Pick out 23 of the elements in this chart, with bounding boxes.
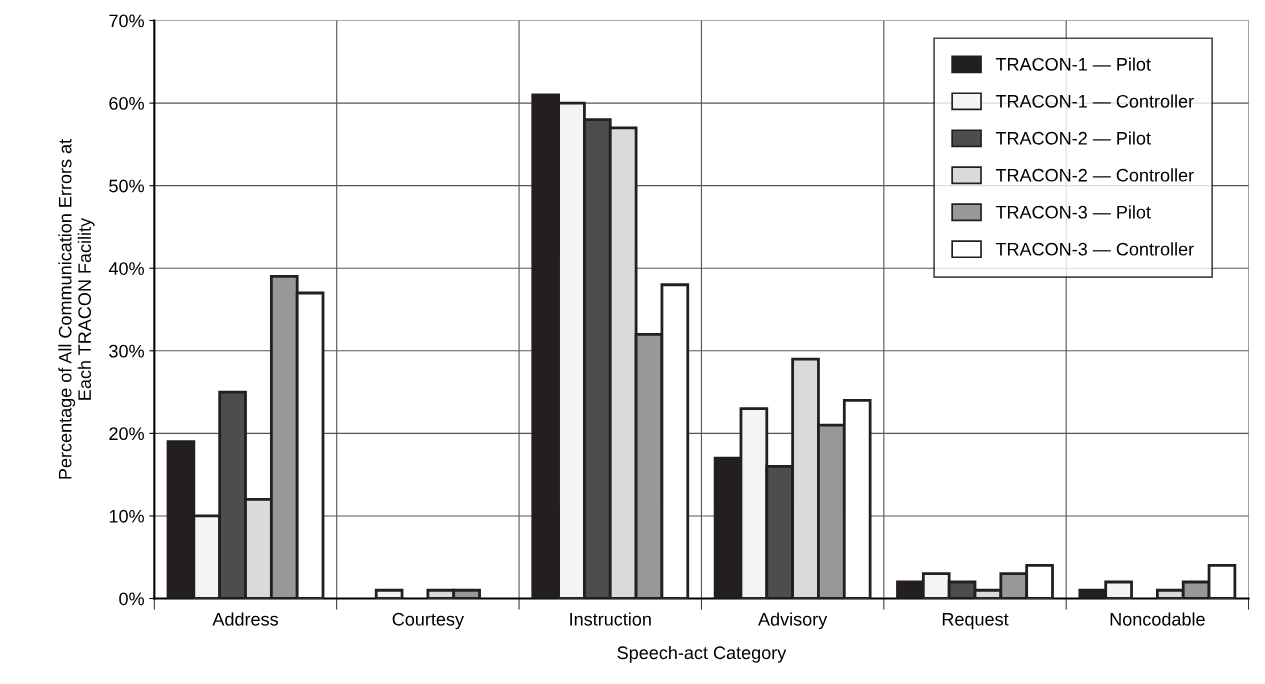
x-tick-label: Instruction xyxy=(570,612,651,626)
x-tick-label: Advisory xyxy=(758,612,828,630)
x-tick-label: Noncodable xyxy=(1110,612,1205,626)
legend-label: TRACON-1 — Controller xyxy=(995,94,1194,108)
x-tick-label: Courtesy xyxy=(392,612,464,630)
x-axis-title: Speech-act Category xyxy=(617,645,787,663)
bar xyxy=(374,588,404,599)
legend-label: TRACON-2 — Pilot xyxy=(995,131,1151,145)
legend-label: TRACON-3 — Controller xyxy=(995,242,1194,256)
y-tick-label: 10% xyxy=(109,509,144,523)
legend-label: TRACON-3 — Pilot xyxy=(995,205,1151,219)
y-tick-label: 0% xyxy=(119,592,144,606)
y-tick-label: 70% xyxy=(109,14,144,28)
legend-label: TRACON-2 — Controller xyxy=(995,168,1194,182)
y-tick-label: 60% xyxy=(109,97,144,110)
x-tick-label: Address xyxy=(212,612,278,626)
y-tick-label: 30% xyxy=(109,344,144,358)
y-axis-title: Percentage of All Communication Errors at Each TRACON Facility xyxy=(58,139,95,479)
y-tick-label: 40% xyxy=(108,262,144,275)
x-tick-label: Request xyxy=(942,613,1009,630)
legend-label: TRACON-1 — Pilot xyxy=(995,57,1151,71)
y-tick-label: 50% xyxy=(109,179,144,193)
y-tick-label: 20% xyxy=(109,427,144,441)
